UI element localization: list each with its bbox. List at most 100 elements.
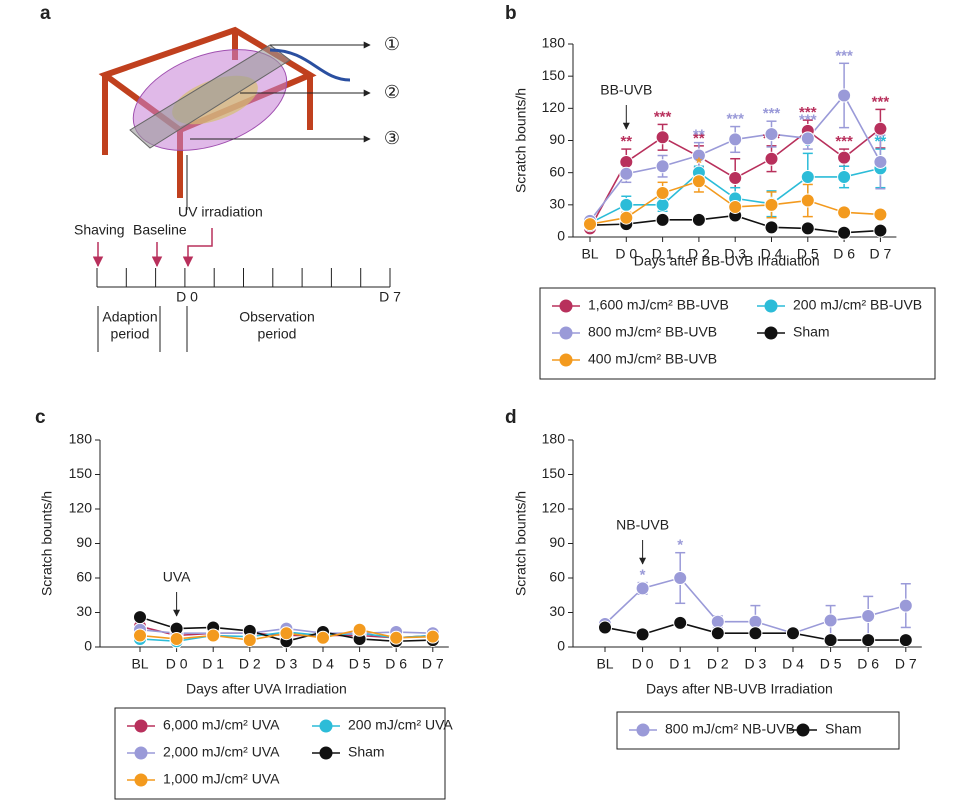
y-axis-label: Scratch bounts/h bbox=[513, 88, 529, 193]
day-label: D 7 bbox=[379, 289, 401, 305]
data-point bbox=[728, 171, 743, 186]
y-tick-label: 150 bbox=[542, 465, 566, 481]
marker: ① bbox=[384, 34, 400, 54]
legend-marker bbox=[636, 723, 650, 737]
y-tick-label: 30 bbox=[549, 196, 565, 212]
legend-marker bbox=[134, 746, 148, 760]
legend-label: 800 mJ/cm² BB-UVB bbox=[588, 324, 717, 340]
data-point bbox=[861, 608, 876, 623]
x-tick-label: D 2 bbox=[707, 656, 729, 672]
legend-label: 1,600 mJ/cm² BB-UVB bbox=[588, 297, 729, 313]
marker: ② bbox=[384, 82, 400, 102]
data-point bbox=[728, 132, 743, 147]
legend-label: 400 mJ/cm² BB-UVB bbox=[588, 351, 717, 367]
y-tick-label: 60 bbox=[549, 163, 565, 179]
data-point bbox=[800, 131, 815, 146]
data-point bbox=[837, 225, 852, 240]
x-tick-label: D 4 bbox=[312, 656, 334, 672]
day-label: D 0 bbox=[176, 289, 198, 305]
data-point bbox=[764, 197, 779, 212]
y-tick-label: 30 bbox=[549, 603, 565, 619]
y-tick-label: 120 bbox=[542, 99, 566, 115]
x-tick-label: D 0 bbox=[615, 246, 637, 262]
data-point bbox=[619, 166, 634, 181]
x-tick-label: D 1 bbox=[669, 656, 691, 672]
y-tick-label: 0 bbox=[557, 228, 565, 244]
event-label: UV irradiation bbox=[178, 204, 263, 220]
x-tick-label: D 1 bbox=[652, 246, 674, 262]
data-point bbox=[583, 217, 597, 232]
data-point bbox=[800, 169, 815, 184]
x-tick-label: BL bbox=[581, 246, 598, 262]
event-label: Baseline bbox=[133, 222, 187, 238]
data-point bbox=[691, 148, 706, 163]
y-tick-label: 90 bbox=[549, 534, 565, 550]
x-tick-label: D 3 bbox=[724, 246, 746, 262]
data-point bbox=[206, 628, 221, 643]
period-label: period bbox=[258, 326, 297, 342]
x-tick-label: D 0 bbox=[632, 656, 654, 672]
data-point bbox=[823, 633, 838, 648]
event-label: Shaving bbox=[74, 222, 125, 238]
data-point bbox=[691, 174, 706, 189]
legend-marker bbox=[796, 723, 810, 737]
legend-marker bbox=[559, 326, 573, 340]
x-tick-label: D 7 bbox=[895, 656, 917, 672]
legend-label: 200 mJ/cm² BB-UVB bbox=[793, 297, 922, 313]
legend-box bbox=[616, 711, 900, 750]
data-point bbox=[800, 221, 815, 236]
data-point bbox=[837, 88, 852, 103]
significance: * bbox=[805, 137, 811, 154]
data-point bbox=[764, 127, 779, 142]
timeline bbox=[96, 268, 391, 288]
data-point bbox=[673, 571, 688, 585]
x-tick-label: D 5 bbox=[349, 656, 371, 672]
annotation: UVA bbox=[163, 569, 191, 585]
y-tick-label: 120 bbox=[542, 500, 566, 516]
annotation: BB-UVB bbox=[600, 82, 652, 98]
significance: *** bbox=[726, 111, 744, 128]
marker: ③ bbox=[384, 128, 400, 148]
y-tick-label: 60 bbox=[549, 569, 565, 585]
data-point bbox=[169, 631, 184, 646]
data-point bbox=[764, 151, 779, 166]
y-axis-label: Scratch bounts/h bbox=[39, 491, 55, 596]
period-label: Observation bbox=[239, 309, 314, 325]
legend-marker bbox=[559, 299, 573, 313]
y-tick-label: 150 bbox=[542, 67, 566, 83]
data-point bbox=[728, 199, 743, 214]
x-tick-label: D 2 bbox=[239, 656, 261, 672]
significance: ** bbox=[693, 127, 705, 144]
x-tick-label: D 6 bbox=[833, 246, 855, 262]
legend-label: 800 mJ/cm² NB-UVB bbox=[665, 721, 795, 737]
panel-label: a bbox=[40, 3, 51, 24]
data-point bbox=[837, 169, 852, 184]
significance: *** bbox=[799, 112, 817, 129]
data-point bbox=[619, 210, 634, 225]
data-point bbox=[635, 627, 650, 642]
x-tick-label: D 1 bbox=[202, 656, 224, 672]
y-tick-label: 0 bbox=[84, 638, 92, 654]
data-point bbox=[655, 159, 670, 174]
y-tick-label: 180 bbox=[542, 431, 566, 447]
data-point bbox=[352, 622, 367, 637]
data-point bbox=[800, 193, 815, 208]
period-label: Adaption bbox=[102, 309, 157, 325]
y-tick-label: 60 bbox=[76, 569, 92, 585]
legend-marker bbox=[134, 719, 148, 733]
data-point bbox=[655, 212, 670, 227]
y-tick-label: 90 bbox=[76, 534, 92, 550]
device-illustration bbox=[98, 26, 351, 198]
significance: * bbox=[696, 154, 702, 171]
data-point bbox=[837, 205, 852, 220]
y-tick-label: 90 bbox=[549, 131, 565, 147]
significance: *** bbox=[799, 104, 817, 121]
data-point bbox=[823, 613, 838, 628]
legend-marker bbox=[319, 719, 333, 733]
panel-label: b bbox=[505, 3, 517, 24]
x-tick-label: BL bbox=[131, 656, 148, 672]
data-point bbox=[873, 207, 888, 222]
data-point bbox=[316, 630, 330, 645]
significance: *** bbox=[654, 108, 672, 125]
